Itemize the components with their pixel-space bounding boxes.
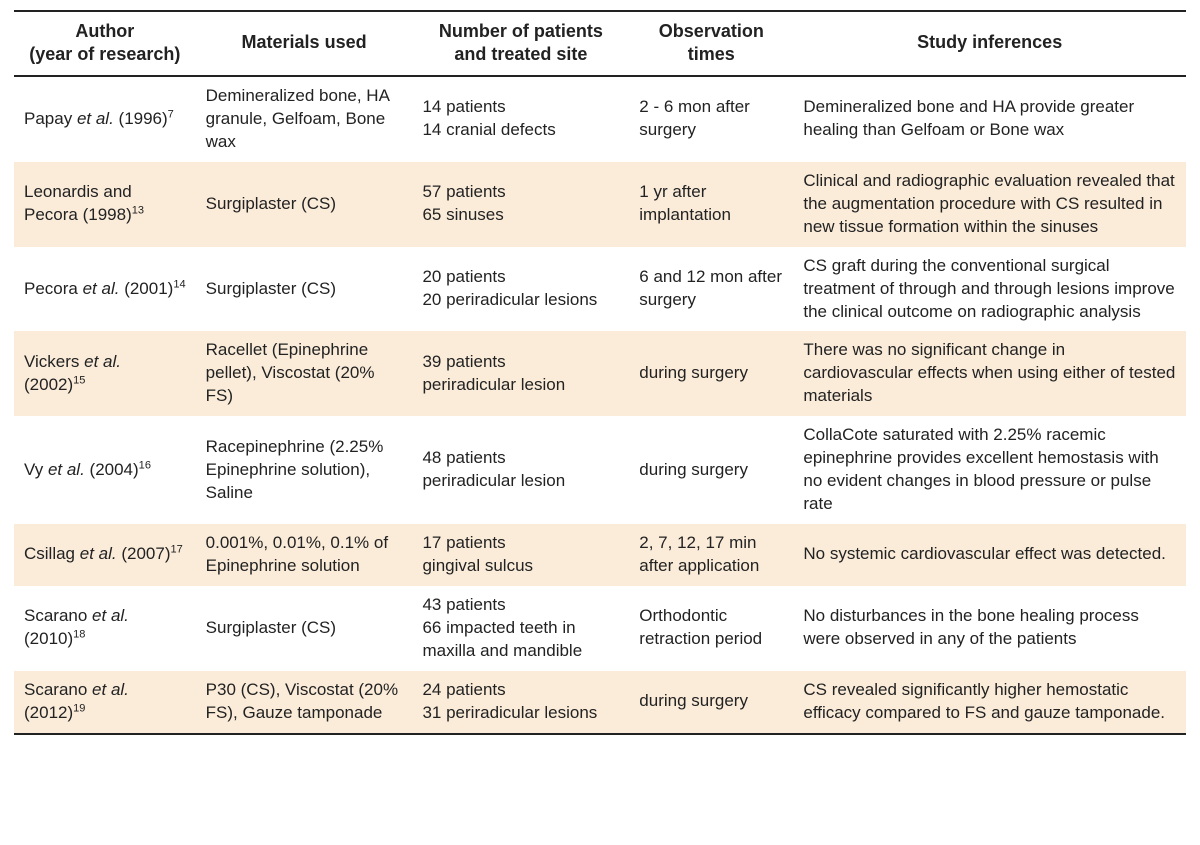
table-row: Papay et al. (1996)7Demineralized bone, … [14,76,1186,162]
cell-inferences: CollaCote saturated with 2.25% racemic e… [793,416,1186,524]
cell-patients: 43 patients66 impacted teeth in maxilla … [412,586,629,671]
cell-author: Leonardis and Pecora (1998)13 [14,162,196,247]
col-header-observation: Observation times [629,11,793,76]
cell-author: Vy et al. (2004)16 [14,416,196,524]
col-header-inferences: Study inferences [793,11,1186,76]
table-row: Scarano et al. (2010)18Surgiplaster (CS)… [14,586,1186,671]
author-italic: et al. [83,279,120,298]
col-header-line1: Author [75,21,134,41]
cell-author: Scarano et al. (2012)19 [14,671,196,734]
author-reference-sup: 13 [132,205,144,217]
col-header-materials: Materials used [196,11,413,76]
cell-inferences: No systemic cardiovascular effect was de… [793,524,1186,586]
author-year: (2002) [24,375,73,394]
cell-observation: 2 - 6 mon after surgery [629,76,793,162]
cell-materials: Demineralized bone, HA granule, Gelfoam,… [196,76,413,162]
table-header-row: Author (year of research) Materials used Nu… [14,11,1186,76]
cell-observation: 1 yr after implantation [629,162,793,247]
author-year: (2007) [121,544,170,563]
cell-observation: during surgery [629,671,793,734]
cell-patients: 17 patientsgingival sulcus [412,524,629,586]
cell-patients: 14 patients14 cranial defects [412,76,629,162]
cell-materials: Surgiplaster (CS) [196,586,413,671]
cell-materials: Surgiplaster (CS) [196,247,413,332]
col-header-patients: Number of patients and treated site [412,11,629,76]
author-prefix: Vy [24,460,48,479]
cell-author: Papay et al. (1996)7 [14,76,196,162]
table-row: Pecora et al. (2001)14Surgiplaster (CS)2… [14,247,1186,332]
cell-materials: Surgiplaster (CS) [196,162,413,247]
cell-observation: Orthodontic retraction period [629,586,793,671]
col-header-line1: Observation [659,21,764,41]
author-prefix: Csillag [24,544,80,563]
table-row: Vy et al. (2004)16Racepinephrine (2.25% … [14,416,1186,524]
table-row: Vickers et al. (2002)15Racellet (Epineph… [14,331,1186,416]
author-reference-sup: 18 [73,629,85,641]
cell-author: Csillag et al. (2007)17 [14,524,196,586]
cell-inferences: Demineralized bone and HA provide greate… [793,76,1186,162]
author-reference-sup: 14 [173,278,185,290]
cell-inferences: CS graft during the conventional surgica… [793,247,1186,332]
col-header-line1: Number of patients [439,21,603,41]
cell-materials: Racepinephrine (2.25% Epinephrine soluti… [196,416,413,524]
author-reference-sup: 17 [170,544,182,556]
author-year: (2001) [124,279,173,298]
table-row: Scarano et al. (2012)19P30 (CS), Viscost… [14,671,1186,734]
studies-table: Author (year of research) Materials used Nu… [14,10,1186,735]
cell-observation: 2, 7, 12, 17 min after application [629,524,793,586]
author-year: (2004) [90,460,139,479]
cell-materials: P30 (CS), Viscostat (20% FS), Gauze tamp… [196,671,413,734]
author-reference-sup: 19 [73,702,85,714]
cell-patients: 24 patients31 periradicular lesions [412,671,629,734]
author-year: (1996) [119,109,168,128]
author-italic: et al. [84,352,121,371]
author-year: (2010) [24,629,73,648]
cell-inferences: Clinical and radiographic evaluation rev… [793,162,1186,247]
cell-author: Scarano et al. (2010)18 [14,586,196,671]
author-italic: et al. [80,544,117,563]
col-header-line1: Materials used [242,32,367,52]
author-prefix: Scarano [24,680,92,699]
author-year: (2012) [24,703,73,722]
cell-inferences: No disturbances in the bone healing proc… [793,586,1186,671]
cell-patients: 57 patients65 sinuses [412,162,629,247]
cell-observation: during surgery [629,416,793,524]
table-row: Csillag et al. (2007)170.001%, 0.01%, 0.… [14,524,1186,586]
author-prefix: Pecora [24,279,83,298]
table-row: Leonardis and Pecora (1998)13Surgiplaste… [14,162,1186,247]
cell-author: Vickers et al. (2002)15 [14,331,196,416]
author-reference-sup: 16 [139,459,151,471]
author-prefix: Vickers [24,352,84,371]
cell-inferences: CS revealed significantly higher hemosta… [793,671,1186,734]
author-prefix: Papay [24,109,77,128]
cell-inferences: There was no significant change in cardi… [793,331,1186,416]
cell-patients: 48 patientsperiradicular lesion [412,416,629,524]
col-header-line2: and treated site [454,44,587,64]
author-reference-sup: 7 [168,108,174,120]
col-header-line1: Study inferences [917,32,1062,52]
cell-observation: during surgery [629,331,793,416]
author-prefix: Scarano [24,606,92,625]
cell-author: Pecora et al. (2001)14 [14,247,196,332]
cell-patients: 39 patientsperiradicular lesion [412,331,629,416]
cell-materials: Racellet (Epinephrine pellet), Viscostat… [196,331,413,416]
table-container: Author (year of research) Materials used Nu… [0,0,1200,755]
author-italic: et al. [48,460,85,479]
col-header-line2: (year of research) [29,44,180,64]
col-header-line2: times [688,44,735,64]
author-italic: et al. [92,680,129,699]
col-header-author: Author (year of research) [14,11,196,76]
author-italic: et al. [77,109,114,128]
author-year: (1998) [83,205,132,224]
author-italic: et al. [92,606,129,625]
author-reference-sup: 15 [73,374,85,386]
cell-materials: 0.001%, 0.01%, 0.1% of Epinephrine solut… [196,524,413,586]
cell-observation: 6 and 12 mon after surgery [629,247,793,332]
cell-patients: 20 patients20 periradicular lesions [412,247,629,332]
